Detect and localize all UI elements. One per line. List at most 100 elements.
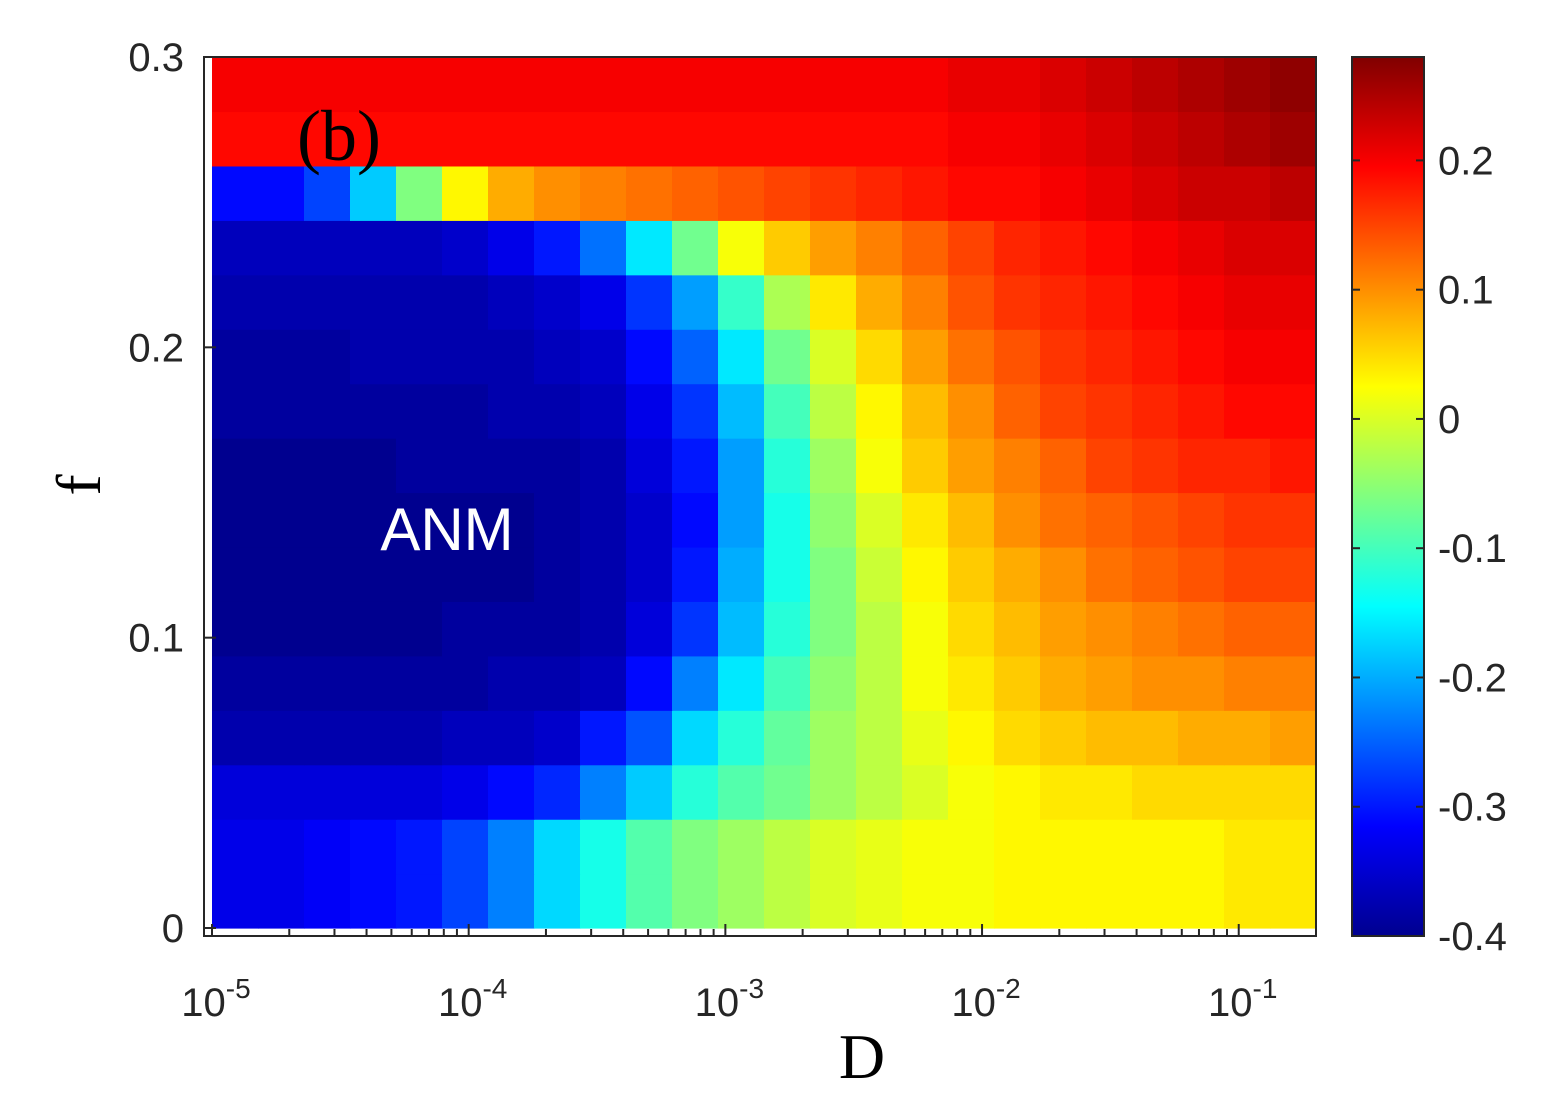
heatmap-cell xyxy=(902,655,949,711)
x-tick-label: 10-2 xyxy=(951,973,1020,1025)
heatmap-cell xyxy=(718,873,765,929)
heatmap-cell xyxy=(902,546,949,602)
heatmap-cell xyxy=(810,819,857,875)
colorbar xyxy=(1351,56,1425,937)
heatmap-cell xyxy=(258,329,305,385)
heatmap-cell xyxy=(626,274,673,330)
heatmap-cell xyxy=(994,57,1041,113)
heatmap-cell xyxy=(304,819,351,875)
heatmap-cell xyxy=(994,220,1041,276)
y-tick-label: 0.3 xyxy=(128,36,184,80)
heatmap-cell xyxy=(1086,710,1133,766)
heatmap-cell xyxy=(580,165,627,221)
heatmap-cell xyxy=(534,111,581,167)
heatmap-cell xyxy=(1178,329,1225,385)
heatmap-cell xyxy=(718,383,765,439)
heatmap-cell xyxy=(718,492,765,548)
heatmap-cell xyxy=(1178,655,1225,711)
heatmap-cell xyxy=(994,601,1041,657)
heatmap-cell xyxy=(994,764,1041,820)
heatmap-cell xyxy=(718,329,765,385)
heatmap-cell xyxy=(626,111,673,167)
heatmap-cell xyxy=(1178,601,1225,657)
heatmap-cell xyxy=(1224,764,1271,820)
heatmap-cell xyxy=(856,819,903,875)
heatmap-cell xyxy=(580,710,627,766)
heatmap-cell xyxy=(396,655,443,711)
heatmap-cell xyxy=(350,383,397,439)
heatmap-cell xyxy=(1086,220,1133,276)
heatmap-cell xyxy=(1178,819,1225,875)
heatmap-cell xyxy=(764,764,811,820)
heatmap-cell xyxy=(856,546,903,602)
heatmap-cell xyxy=(718,819,765,875)
heatmap-cell xyxy=(258,165,305,221)
heatmap-cell xyxy=(948,165,995,221)
heatmap-cell xyxy=(672,438,719,494)
y-tick-label: 0 xyxy=(162,907,184,951)
heatmap-cell xyxy=(1270,601,1317,657)
heatmap-cell xyxy=(304,764,351,820)
heatmap-cell xyxy=(994,165,1041,221)
heatmap-cell xyxy=(718,438,765,494)
heatmap-cell xyxy=(1040,220,1087,276)
heatmap-cell xyxy=(350,819,397,875)
heatmap-cell xyxy=(1270,873,1317,929)
heatmap-cell xyxy=(350,873,397,929)
heatmap-cell xyxy=(488,819,535,875)
heatmap-cell xyxy=(856,764,903,820)
heatmap-cell xyxy=(258,492,305,548)
heatmap-cell xyxy=(488,383,535,439)
heatmap-cell xyxy=(1178,873,1225,929)
heatmap-cell xyxy=(948,220,995,276)
heatmap-cell xyxy=(1270,655,1317,711)
heatmap-cell xyxy=(994,383,1041,439)
heatmap-cell xyxy=(396,165,443,221)
heatmap-cell xyxy=(764,655,811,711)
heatmap-cell xyxy=(1270,764,1317,820)
heatmap-cell xyxy=(1086,111,1133,167)
heatmap-cell xyxy=(1178,438,1225,494)
x-tick-label: 10-5 xyxy=(181,973,250,1025)
heatmap-cell xyxy=(1086,492,1133,548)
heatmap-cell xyxy=(1040,764,1087,820)
heatmap-cell xyxy=(488,57,535,113)
heatmap-cell xyxy=(1040,383,1087,439)
heatmap-cell xyxy=(718,764,765,820)
heatmap-cell xyxy=(626,710,673,766)
heatmap-cell xyxy=(902,383,949,439)
heatmap-cell xyxy=(396,329,443,385)
heatmap-cell xyxy=(1178,220,1225,276)
heatmap-cell xyxy=(1132,655,1179,711)
heatmap-cell xyxy=(1040,873,1087,929)
heatmap-cell xyxy=(1178,710,1225,766)
heatmap-cell xyxy=(1040,492,1087,548)
heatmap-cell xyxy=(810,383,857,439)
heatmap-cell xyxy=(304,546,351,602)
heatmap-cell xyxy=(1178,383,1225,439)
heatmap-cell xyxy=(1178,546,1225,602)
heatmap-cell xyxy=(350,57,397,113)
heatmap-cell xyxy=(718,274,765,330)
heatmap-cell xyxy=(1086,383,1133,439)
heatmap-cell xyxy=(396,873,443,929)
x-tick-label: 10-1 xyxy=(1208,973,1277,1025)
heatmap-cell xyxy=(948,329,995,385)
heatmap-cell xyxy=(212,274,259,330)
heatmap-cell xyxy=(442,819,489,875)
heatmap-cell xyxy=(304,438,351,494)
heatmap-cell xyxy=(1224,492,1271,548)
heatmap-cell xyxy=(994,111,1041,167)
heatmap-cell xyxy=(948,274,995,330)
heatmap-cell xyxy=(488,873,535,929)
heatmap-cell xyxy=(1270,710,1317,766)
heatmap-cell xyxy=(1224,873,1271,929)
heatmap-cell xyxy=(672,710,719,766)
heatmap-cell xyxy=(258,546,305,602)
heatmap-cell xyxy=(948,601,995,657)
heatmap-cell xyxy=(350,274,397,330)
heatmap-cell xyxy=(442,438,489,494)
heatmap-cell xyxy=(1132,165,1179,221)
heatmap-cell xyxy=(488,165,535,221)
heatmap-cell xyxy=(902,111,949,167)
